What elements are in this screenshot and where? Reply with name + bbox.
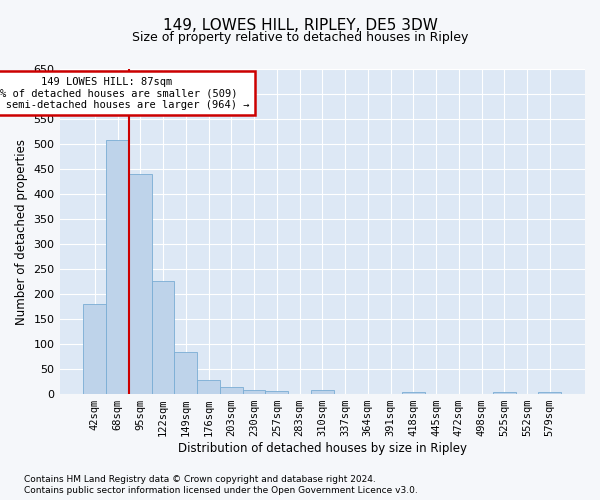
Text: Contains HM Land Registry data © Crown copyright and database right 2024.: Contains HM Land Registry data © Crown c… — [24, 475, 376, 484]
Bar — [242, 390, 265, 394]
Bar — [402, 392, 425, 394]
Bar — [311, 390, 334, 394]
Bar — [265, 391, 288, 394]
Bar — [538, 392, 561, 394]
Text: Size of property relative to detached houses in Ripley: Size of property relative to detached ho… — [132, 31, 468, 44]
Bar — [83, 304, 106, 394]
Bar — [197, 380, 220, 394]
Text: 149 LOWES HILL: 87sqm
← 34% of detached houses are smaller (509)
65% of semi-det: 149 LOWES HILL: 87sqm ← 34% of detached … — [0, 76, 250, 110]
Bar — [175, 352, 197, 394]
Bar — [220, 386, 242, 394]
Bar — [129, 174, 152, 394]
Text: Contains public sector information licensed under the Open Government Licence v3: Contains public sector information licen… — [24, 486, 418, 495]
Text: 149, LOWES HILL, RIPLEY, DE5 3DW: 149, LOWES HILL, RIPLEY, DE5 3DW — [163, 18, 437, 32]
Y-axis label: Number of detached properties: Number of detached properties — [15, 138, 28, 324]
X-axis label: Distribution of detached houses by size in Ripley: Distribution of detached houses by size … — [178, 442, 467, 455]
Bar — [152, 280, 175, 394]
Bar — [106, 140, 129, 394]
Bar — [493, 392, 515, 394]
